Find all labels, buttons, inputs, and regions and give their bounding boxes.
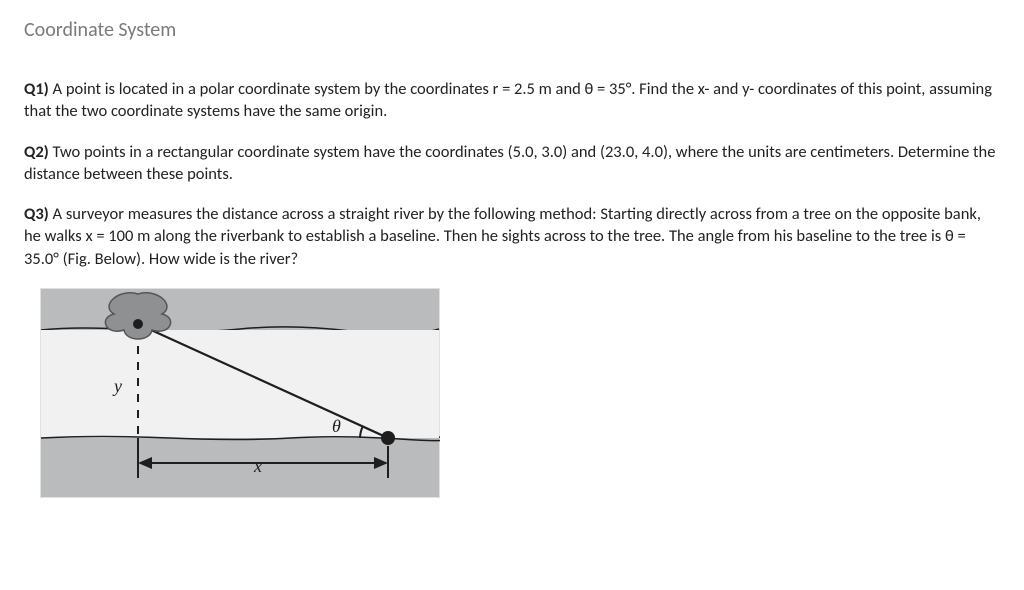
river-figure-svg: y x θ [40, 288, 440, 498]
question-2-text: Two points in a rectangular coordinate s… [24, 142, 995, 184]
page-title: Coordinate System [24, 18, 1000, 42]
river-water [41, 330, 439, 438]
x-label: x [253, 456, 262, 476]
question-1: Q1) A point is located in a polar coordi… [24, 78, 1000, 123]
observer-point [381, 431, 395, 445]
page-root: Coordinate System Q1) A point is located… [0, 0, 1024, 590]
theta-label: θ [332, 416, 341, 436]
bottom-bank [41, 438, 439, 497]
question-2: Q2) Two points in a rectangular coordina… [24, 141, 1000, 186]
y-label: y [112, 376, 122, 396]
question-3-text: A surveyor measures the distance across … [24, 204, 981, 269]
figure-container: y x θ [40, 288, 1000, 498]
question-3-label: Q3) [24, 204, 49, 224]
question-2-label: Q2) [24, 142, 49, 162]
top-bank [41, 289, 439, 330]
question-3: Q3) A surveyor measures the distance acr… [24, 203, 1000, 270]
question-1-label: Q1) [24, 79, 49, 99]
question-1-text: A point is located in a polar coordinate… [24, 79, 992, 121]
